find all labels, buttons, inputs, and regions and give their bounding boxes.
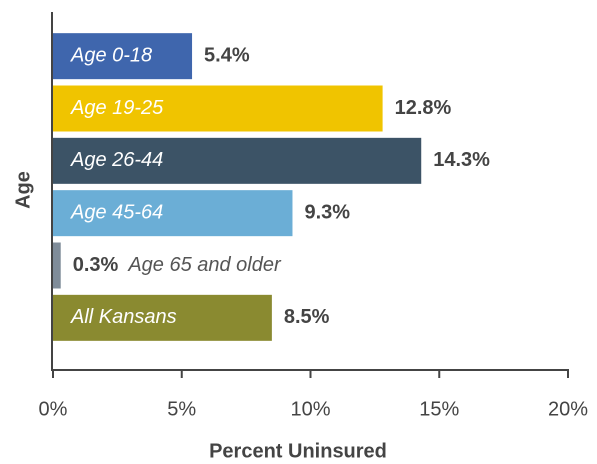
category-label: All Kansans [70, 306, 177, 328]
x-axis-title: Percent Uninsured [209, 440, 387, 462]
category-label: Age 65 and older [127, 254, 282, 276]
bar [53, 242, 61, 289]
category-label: Age 19-25 [70, 97, 164, 119]
value-label: 14.3% [433, 149, 490, 171]
value-label: 12.8% [395, 97, 452, 119]
y-axis-title: Age [12, 171, 34, 209]
value-label: 5.4% [204, 44, 250, 66]
x-tick-label: 20% [548, 398, 588, 420]
category-label: Age 0-18 [70, 44, 152, 66]
x-tick-label: 0% [39, 398, 68, 420]
category-label: Age 26-44 [70, 149, 163, 171]
bar [53, 33, 193, 80]
value-label: 0.3% [73, 254, 119, 276]
x-tick-label: 5% [167, 398, 196, 420]
value-label: 9.3% [304, 201, 350, 223]
category-label: Age 45-64 [70, 201, 163, 223]
bar [53, 85, 383, 132]
bar [53, 190, 293, 237]
value-label: 8.5% [284, 306, 330, 328]
x-tick-label: 15% [419, 398, 459, 420]
bar [53, 294, 272, 341]
x-tick-label: 10% [290, 398, 330, 420]
bar [53, 137, 422, 184]
